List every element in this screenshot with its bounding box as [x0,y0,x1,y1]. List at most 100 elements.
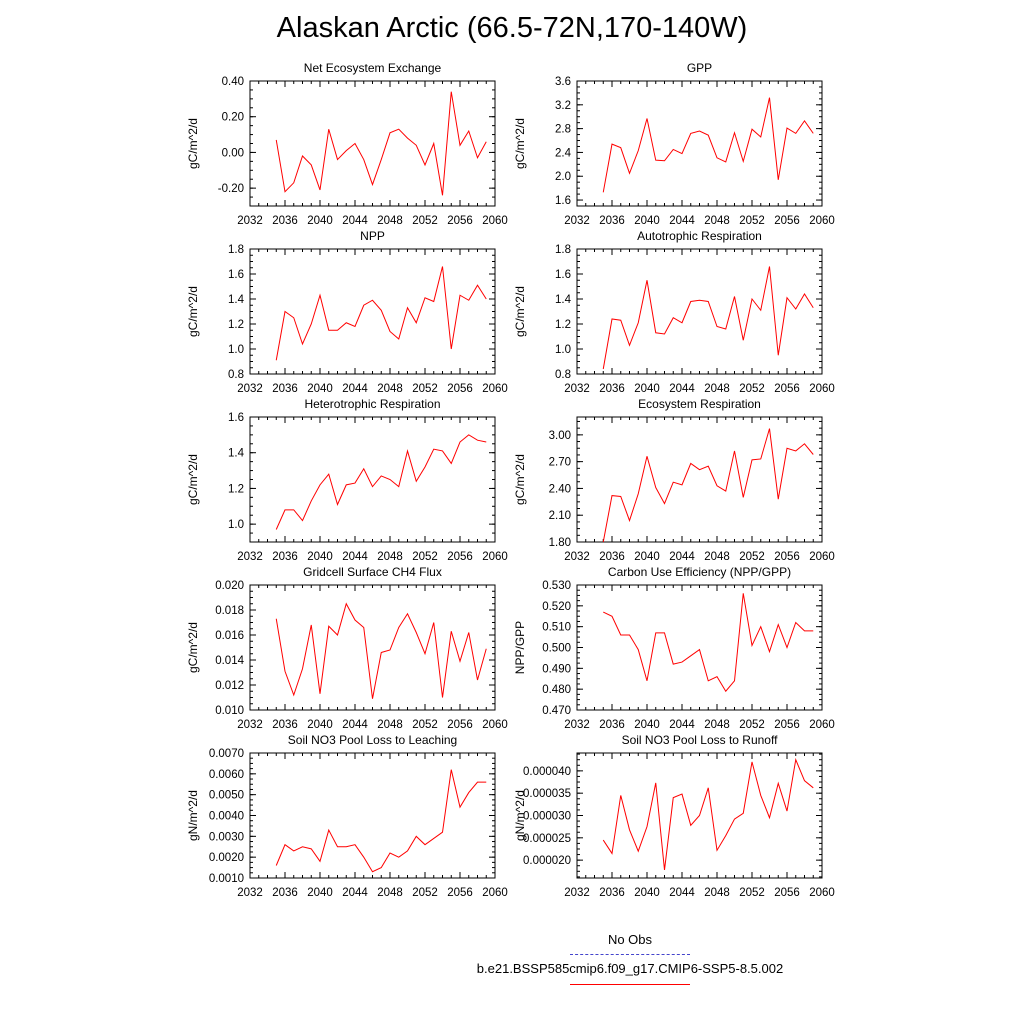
y-tick-label: 1.4 [555,294,572,306]
x-tick-label: 2036 [272,383,298,395]
x-tick-label: 2052 [412,215,438,227]
y-tick-label: 0.0020 [209,852,244,864]
y-axis-label: gC/m^2/d [186,622,200,673]
y-tick-label: 0.0070 [209,748,244,760]
y-tick-label: 0.0060 [209,769,244,781]
x-tick-label: 2052 [739,719,765,731]
panel-title: Soil NO3 Pool Loss to Runoff [622,733,779,747]
plot-frame [249,80,496,207]
x-tick-label: 2060 [809,719,835,731]
y-tick-label: 0.480 [542,684,571,696]
x-tick-label: 2032 [237,383,263,395]
y-tick-label: 1.0 [228,519,244,531]
y-tick-label: 0.8 [555,369,571,381]
y-tick-label: 3.2 [555,100,571,112]
x-tick-label: 2032 [564,215,590,227]
series-line [602,757,814,871]
x-tick-label: 2036 [272,551,298,563]
x-tick-label: 2060 [482,383,508,395]
x-tick-label: 2052 [739,215,765,227]
panel-title: GPP [687,61,712,75]
y-tick-label: 0.00 [222,147,244,159]
x-tick-label: 2052 [412,383,438,395]
panel-6: Ecosystem Respiration gC/m^2/d 2032 2036 204… [513,397,835,563]
y-tick-label: 0.20 [222,112,244,124]
x-tick-label: 2036 [599,551,625,563]
plot-frame [576,80,823,207]
y-tick-label: -0.20 [218,183,244,195]
y-tick-label: 1.6 [555,195,571,207]
y-tick-label: 0.0040 [209,811,244,823]
x-tick-label: 2044 [342,215,368,227]
y-tick-label: 0.016 [215,630,244,642]
y-tick-label: 0.40 [222,76,244,88]
plot-frame [576,584,823,711]
panel-title: Carbon Use Efficiency (NPP/GPP) [608,565,791,579]
legend-model-line [570,984,690,985]
x-tick-label: 2056 [774,551,800,563]
x-tick-label: 2040 [307,383,333,395]
y-tick-label: 2.4 [555,147,572,159]
y-tick-label: 0.8 [228,369,244,381]
x-tick-label: 2036 [272,887,298,899]
x-tick-label: 2048 [704,719,730,731]
series-line [603,593,814,693]
series-line [275,266,487,361]
x-tick-label: 2048 [704,383,730,395]
y-tick-label: 0.012 [215,680,244,692]
x-tick-label: 2032 [564,887,590,899]
x-tick-label: 2044 [342,887,368,899]
y-tick-label: 2.70 [549,457,571,469]
y-tick-label: 2.0 [555,171,571,183]
x-tick-label: 2044 [669,887,695,899]
y-tick-label: 0.000040 [523,766,571,778]
panel-4: Autotrophic Respiration gC/m^2/d 2032 2036 2… [513,229,835,395]
x-tick-label: 2048 [704,551,730,563]
x-tick-label: 2040 [307,551,333,563]
x-tick-label: 2060 [482,215,508,227]
plot-frame [249,752,496,879]
series-line [275,434,487,530]
y-tick-label: 3.00 [549,430,571,442]
panel-title: Autotrophic Respiration [637,229,762,243]
series-line [602,97,814,193]
x-tick-label: 2056 [447,551,473,563]
x-tick-label: 2056 [774,719,800,731]
x-tick-label: 2060 [809,215,835,227]
series-line [602,428,814,543]
plot-frame [576,416,823,543]
y-tick-label: 0.020 [215,580,244,592]
x-tick-label: 2056 [774,383,800,395]
x-tick-label: 2048 [704,887,730,899]
x-tick-label: 2044 [669,719,695,731]
panel-title: Soil NO3 Pool Loss to Leaching [288,733,457,747]
y-axis-label: gN/m^2/d [186,790,200,841]
x-tick-label: 2048 [704,215,730,227]
x-tick-label: 2036 [599,887,625,899]
y-axis-label: gC/m^2/d [186,286,200,337]
x-tick-label: 2052 [739,383,765,395]
x-tick-label: 2056 [447,719,473,731]
y-tick-label: 0.510 [542,622,571,634]
x-tick-label: 2036 [599,719,625,731]
y-tick-label: 1.8 [555,244,571,256]
x-tick-label: 2036 [272,215,298,227]
x-tick-label: 2036 [599,215,625,227]
y-axis-label: gC/m^2/d [513,286,527,337]
x-tick-label: 2060 [482,719,508,731]
y-tick-label: 0.520 [542,601,571,613]
panel-title: Net Ecosystem Exchange [304,61,442,75]
legend-obs-label: No Obs [607,932,653,947]
x-tick-label: 2060 [809,383,835,395]
y-tick-label: 1.4 [228,294,245,306]
y-axis-label: gC/m^2/d [186,454,200,505]
y-tick-label: 2.10 [549,510,571,522]
panel-3: NPP gC/m^2/d 2032 2036 2040 2044 2048 2052 2056 2… [186,229,508,395]
y-axis-label: gN/m^2/d [513,790,527,841]
x-tick-label: 2044 [342,719,368,731]
y-tick-label: 1.6 [228,412,244,424]
y-tick-label: 1.6 [555,269,571,281]
y-tick-label: 1.8 [228,244,244,256]
y-tick-label: 1.6 [228,269,244,281]
